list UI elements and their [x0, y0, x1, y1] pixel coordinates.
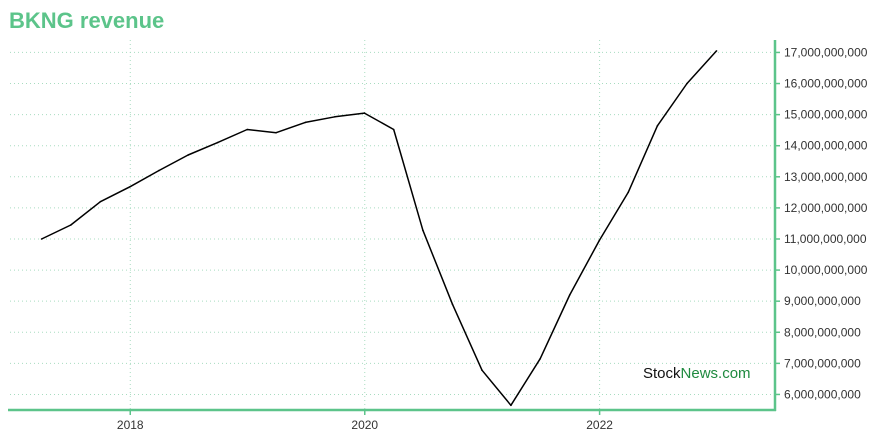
data-point — [392, 128, 395, 131]
data-point — [70, 224, 72, 226]
data-point — [129, 185, 131, 188]
data-point — [40, 238, 43, 240]
y-tick-label: 12,000,000,000 — [784, 201, 868, 215]
data-point — [539, 357, 541, 360]
chart-title: BKNG revenue — [9, 8, 165, 33]
x-tick-label: 2020 — [351, 418, 378, 432]
data-point — [304, 121, 307, 124]
watermark-part-news: News.com — [680, 365, 751, 382]
y-tick-label: 7,000,000,000 — [784, 356, 861, 370]
y-tick-label: 15,000,000,000 — [784, 108, 868, 122]
y-tick-label: 9,000,000,000 — [784, 294, 861, 308]
data-point — [158, 169, 160, 172]
data-point — [275, 131, 277, 134]
x-tick-label: 2018 — [117, 418, 144, 432]
data-point — [568, 294, 571, 296]
y-tick-label: 11,000,000,000 — [784, 232, 867, 246]
watermark-logo: StockNews.com — [643, 365, 751, 383]
x-tick-label: 2022 — [586, 418, 613, 432]
y-tick-label: 17,000,000,000 — [784, 45, 868, 59]
data-point — [363, 112, 366, 114]
x-tick-labels: 2018 2020 2022 — [117, 418, 613, 432]
y-tick-label: 6,000,000,000 — [784, 387, 861, 401]
y-tick-label: 13,000,000,000 — [784, 170, 868, 184]
y-tick-label: 16,000,000,000 — [784, 77, 868, 91]
y-tick-label: 14,000,000,000 — [784, 139, 868, 153]
data-series — [40, 50, 718, 407]
y-tick-labels: 6,000,000,000 7,000,000,000 8,000,000,000 9… — [784, 45, 868, 401]
data-point — [686, 82, 688, 85]
data-point — [715, 50, 718, 52]
y-tick-label: 10,000,000,000 — [784, 263, 868, 277]
data-point — [451, 303, 454, 306]
data-point — [481, 369, 483, 372]
grid-lines — [10, 40, 775, 410]
data-point — [334, 115, 336, 118]
data-point — [627, 191, 629, 194]
data-point — [422, 229, 424, 232]
data-point — [510, 404, 512, 407]
y-tick-label: 8,000,000,000 — [784, 325, 861, 339]
data-point — [246, 128, 248, 131]
data-point — [99, 200, 102, 203]
series-line — [41, 50, 718, 407]
data-point — [187, 154, 189, 156]
data-point — [598, 239, 601, 242]
data-point — [216, 141, 219, 144]
axis-lines — [8, 40, 780, 415]
data-point — [656, 125, 659, 127]
watermark-part-stock: Stock — [643, 365, 681, 382]
